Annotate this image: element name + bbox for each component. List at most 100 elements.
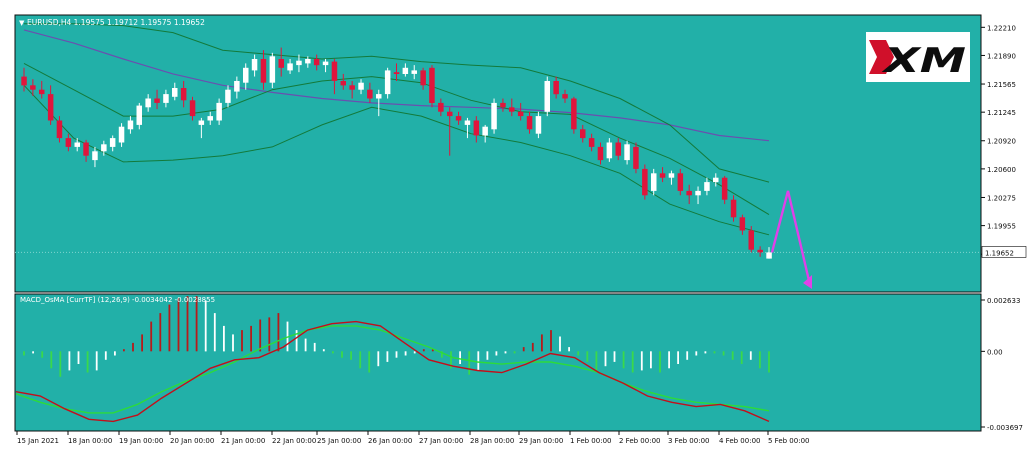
- upper-band-line: [24, 23, 770, 183]
- histogram-bar-negative: [695, 351, 698, 356]
- candle: [260, 50, 267, 90]
- histogram-bar-negative: [450, 351, 452, 369]
- candle: [136, 102, 142, 130]
- histogram-bar-positive: [559, 336, 561, 352]
- bear-candle-body: [615, 142, 621, 156]
- histogram-bar-positive: [268, 317, 271, 352]
- bull-candle-body: [651, 173, 657, 191]
- time-tick-label: 1 Feb 00:00: [570, 437, 611, 445]
- histogram-bar-negative: [613, 351, 616, 362]
- candle: [47, 85, 54, 125]
- bull-candle-body: [322, 61, 329, 66]
- bear-candle-body: [39, 89, 45, 95]
- histogram-bar-positive: [150, 321, 153, 352]
- histogram-bar-negative: [23, 351, 25, 356]
- slow-ma-line: [23, 29, 770, 142]
- candle: [606, 138, 613, 162]
- time-tick-label: 29 Jan 00:00: [519, 437, 563, 445]
- bull-candle-body: [109, 138, 116, 147]
- candle: [704, 177, 710, 196]
- bear-candle-body: [748, 230, 754, 250]
- histogram-bar-negative: [631, 351, 634, 373]
- bear-candle-body: [180, 88, 187, 101]
- bull-candle-body: [163, 94, 169, 103]
- histogram-bar-negative: [386, 351, 389, 362]
- bull-candle-body: [127, 120, 134, 130]
- candle: [163, 89, 169, 108]
- histogram-bar-negative: [95, 351, 98, 371]
- forecast-arrowhead-icon: [803, 274, 812, 289]
- histogram-bar-negative: [686, 351, 689, 360]
- bull-candle-body: [172, 88, 178, 97]
- histogram-bar-positive: [531, 342, 534, 352]
- bear-candle-body: [526, 116, 533, 130]
- candle: [189, 96, 196, 121]
- indicator-tick-label: -0.003697: [987, 424, 1023, 432]
- bear-candle-body: [686, 190, 692, 196]
- candle: [118, 123, 125, 147]
- candle: [313, 54, 320, 71]
- bull-candle-body: [251, 59, 258, 71]
- time-tick-label: 18 Jan 00:00: [68, 437, 112, 445]
- time-tick-label: 21 Jan 00:00: [221, 437, 265, 445]
- bear-candle-body: [21, 76, 27, 86]
- bear-candle-body: [633, 146, 639, 169]
- histogram-bar-negative: [86, 351, 89, 373]
- bear-candle-body: [154, 98, 160, 103]
- bear-candle-body: [597, 146, 604, 161]
- bull-candle-body: [624, 144, 630, 161]
- histogram-bar-positive: [241, 330, 243, 352]
- bear-candle-body: [340, 81, 346, 86]
- candle: [677, 168, 684, 196]
- candle: [535, 111, 542, 139]
- bear-candle-body: [721, 177, 728, 200]
- bull-candle-body: [491, 102, 497, 130]
- histogram-bar-negative: [350, 351, 352, 360]
- candle: [455, 111, 462, 125]
- bear-candle-body: [429, 67, 435, 103]
- histogram-bar-negative: [586, 351, 589, 362]
- price-pane-background: [14, 14, 982, 293]
- histogram-bar-negative: [659, 351, 661, 373]
- candle: [526, 111, 533, 134]
- candle: [154, 89, 160, 110]
- time-tick-label: 15 Jan 2021: [17, 437, 59, 445]
- candle: [686, 184, 692, 205]
- candle: [420, 67, 426, 90]
- bull-candle-body: [118, 126, 125, 143]
- main-title: EURUSD,H4 1.19575 1.19712 1.19575 1.1965…: [27, 18, 205, 27]
- candle: [695, 186, 701, 205]
- time-tick-label: 28 Jan 00:00: [470, 437, 514, 445]
- price-tick-label: 1.21890: [987, 52, 1016, 60]
- candle: [30, 79, 36, 96]
- bull-candle-body: [207, 116, 213, 121]
- candle: [482, 124, 488, 143]
- histogram-bar-negative: [768, 351, 770, 373]
- histogram-bar-negative: [59, 351, 62, 377]
- bear-candle-body: [677, 173, 684, 191]
- histogram-bar-negative: [486, 351, 489, 360]
- candle: [651, 168, 657, 196]
- bear-candle-body: [562, 94, 568, 99]
- candle: [633, 142, 639, 174]
- bear-candle-body: [438, 102, 444, 112]
- candle: [278, 47, 284, 77]
- bear-candle-body: [189, 100, 196, 117]
- bear-candle-body: [349, 85, 355, 90]
- candle: [74, 138, 80, 152]
- candle: [464, 117, 471, 139]
- price-tick-label: 1.22210: [987, 24, 1016, 32]
- indicator-pane-background: [14, 293, 982, 432]
- macd-line: [15, 320, 770, 423]
- histogram-bar-negative: [622, 351, 625, 369]
- bear-candle-body: [517, 111, 524, 117]
- bull-candle-body: [695, 190, 701, 196]
- candle: [207, 111, 213, 125]
- histogram-bar-negative: [713, 351, 716, 354]
- bear-candle-body: [730, 199, 737, 218]
- bull-candle-body: [269, 56, 276, 83]
- histogram-bar-positive: [313, 342, 316, 352]
- histogram-bar-positive: [541, 334, 543, 352]
- forecast-arrow: [770, 190, 812, 289]
